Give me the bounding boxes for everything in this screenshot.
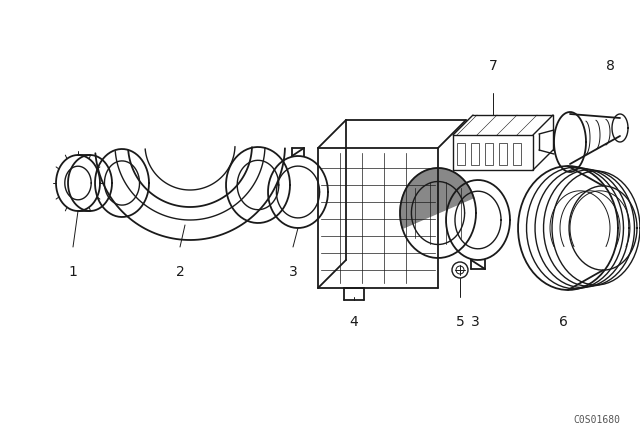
Bar [457,143,465,165]
Text: 2: 2 [175,265,184,279]
Bar [485,143,493,165]
Bar [471,143,479,165]
Polygon shape [400,168,474,228]
Text: 4: 4 [349,315,358,329]
Text: 1: 1 [68,265,77,279]
Bar [513,143,521,165]
Text: C0S01680: C0S01680 [573,415,620,425]
Text: 8: 8 [605,59,614,73]
Bar [499,143,507,165]
Text: 3: 3 [289,265,298,279]
Text: 7: 7 [488,59,497,73]
Bar [453,135,533,170]
Text: 6: 6 [559,315,568,329]
Text: 5: 5 [456,315,465,329]
Text: 3: 3 [470,315,479,329]
